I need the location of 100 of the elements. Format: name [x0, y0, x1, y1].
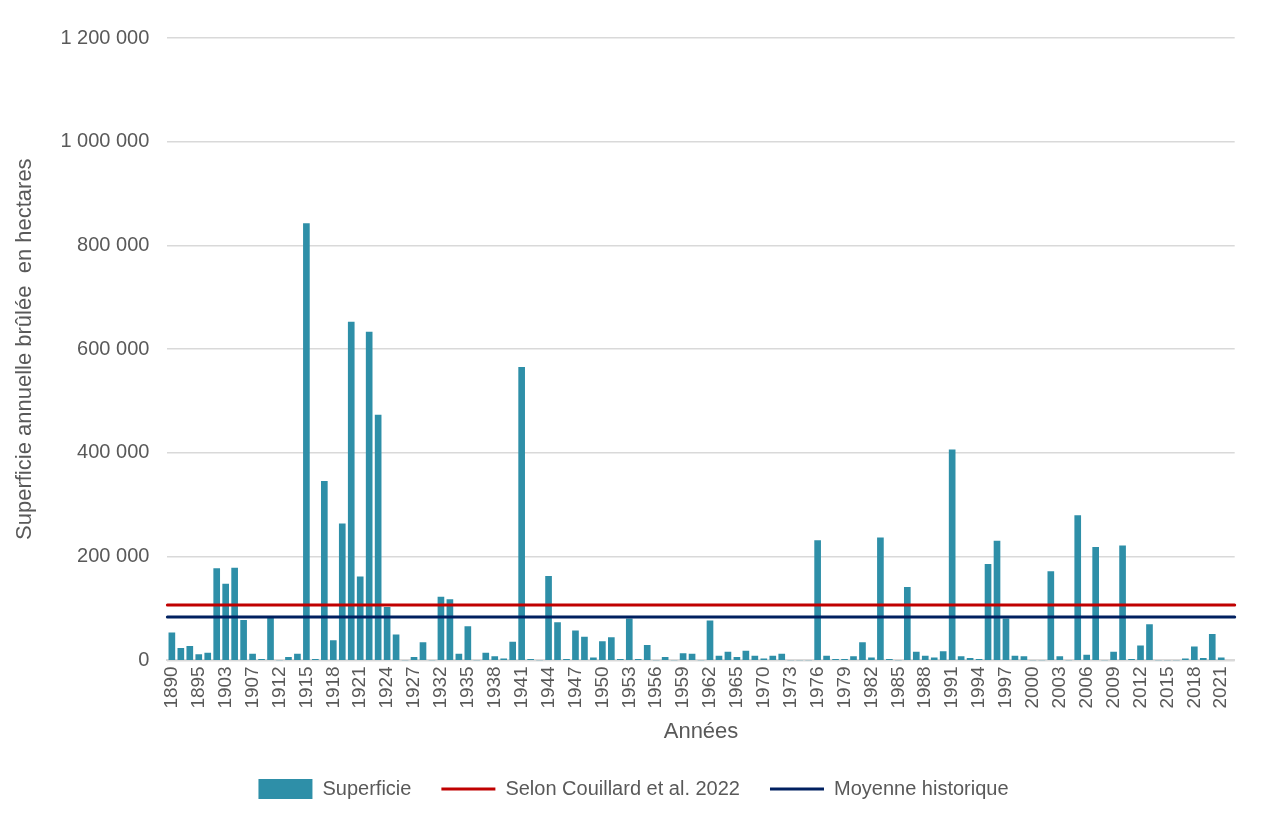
x-tick-label: 2012	[1128, 666, 1150, 709]
bar	[939, 651, 947, 660]
bar	[1083, 654, 1091, 660]
bar	[1110, 651, 1117, 660]
y-tick-label: 1 000 000	[60, 129, 150, 152]
bar	[231, 567, 238, 660]
bar	[599, 641, 606, 660]
x-tick-label: 1962	[698, 666, 720, 709]
x-tick-label: 1991	[940, 666, 962, 709]
x-tick-label: 2018	[1182, 666, 1204, 709]
bar	[850, 656, 857, 660]
x-tick-label: 1997	[994, 666, 1016, 709]
bar	[733, 656, 741, 660]
bar	[509, 641, 517, 660]
bar	[410, 656, 418, 660]
bar	[554, 622, 561, 660]
bar	[823, 655, 830, 660]
bar	[957, 656, 965, 660]
y-tick-label: 600 000	[77, 336, 150, 359]
bar	[186, 646, 194, 660]
bar	[769, 655, 777, 660]
bar	[778, 653, 786, 660]
bar	[930, 657, 938, 660]
bar	[419, 642, 427, 660]
bar	[608, 637, 615, 660]
bar	[177, 648, 185, 660]
bar	[590, 657, 597, 660]
x-tick-label: 1938	[482, 666, 504, 709]
x-tick-label: 1985	[886, 666, 908, 709]
bar	[859, 642, 866, 660]
x-tick-label: 1924	[375, 665, 397, 709]
x-tick-label: 1982	[859, 666, 881, 709]
bar	[321, 481, 328, 660]
x-tick-label: 1976	[805, 666, 827, 709]
x-tick-label: 1921	[348, 666, 370, 709]
bar	[294, 653, 301, 660]
x-tick-label: 1912	[267, 666, 289, 709]
x-tick-label: 1895	[187, 666, 208, 709]
x-tick-label: 1903	[213, 666, 235, 709]
bar	[1146, 624, 1153, 660]
bar	[1190, 646, 1198, 660]
x-tick-label: 1907	[240, 666, 262, 709]
bar	[877, 537, 884, 660]
bar	[679, 653, 687, 660]
y-tick-label: 800 000	[77, 232, 150, 255]
bar	[204, 652, 212, 660]
x-tick-label: 2003	[1048, 666, 1070, 709]
x-tick-label: 2009	[1101, 666, 1123, 709]
x-tick-label: 1941	[509, 666, 531, 709]
bar	[365, 331, 373, 660]
bar	[356, 576, 364, 660]
x-tick-label: 1950	[590, 666, 612, 709]
bar	[347, 321, 355, 660]
bar	[1092, 546, 1099, 660]
bar	[545, 575, 552, 660]
y-tick-label: 0	[138, 647, 150, 670]
bar	[921, 655, 929, 660]
bar	[249, 653, 256, 660]
legend-label: Selon Couillard et al. 2022	[505, 776, 740, 799]
x-tick-label: 1973	[778, 666, 800, 709]
bar	[903, 586, 911, 660]
x-tick-label: 1935	[456, 666, 478, 709]
bar	[1056, 656, 1064, 660]
x-tick-label: 2006	[1074, 666, 1096, 709]
bar	[661, 656, 669, 660]
y-axis-title: Superficie annuelle brûlée en hectares	[11, 158, 37, 540]
y-tick-label: 1 200 000	[60, 25, 150, 48]
x-tick-label: 1994	[967, 665, 989, 709]
x-tick-label: 1947	[563, 666, 585, 709]
x-tick-label: 1944	[536, 665, 558, 709]
y-tick-label: 200 000	[77, 544, 150, 567]
bar	[912, 651, 920, 660]
legend-label: Moyenne historique	[833, 776, 1009, 799]
x-tick-label: 1932	[429, 666, 451, 709]
bar	[1208, 634, 1216, 660]
bar	[285, 656, 292, 660]
x-tick-label: 1890	[160, 666, 182, 709]
x-tick-label: 2015	[1155, 666, 1177, 709]
bar	[491, 656, 499, 660]
bar	[518, 366, 525, 660]
x-tick-label: 1915	[294, 666, 316, 709]
bar	[213, 568, 221, 660]
bar	[195, 654, 203, 660]
bar	[329, 640, 337, 660]
bar	[1119, 545, 1126, 660]
x-tick-label: 1965	[725, 666, 747, 709]
bar	[338, 523, 346, 660]
bar	[482, 652, 490, 660]
x-tick-label: 1918	[321, 666, 343, 709]
bar	[868, 657, 875, 660]
bar	[240, 620, 247, 660]
bar	[581, 636, 588, 660]
bar	[1020, 656, 1028, 660]
bar	[572, 630, 579, 660]
bar	[267, 616, 274, 660]
y-tick-label: 400 000	[77, 440, 150, 463]
bar	[222, 583, 229, 660]
x-tick-label: 2000	[1021, 666, 1043, 709]
bar	[1137, 645, 1144, 660]
bar	[625, 618, 633, 660]
